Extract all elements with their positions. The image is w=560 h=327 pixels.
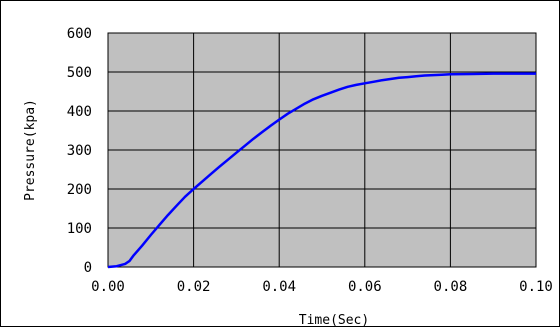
series-group: [107, 72, 536, 269]
x-tick-label: 0.00: [91, 279, 125, 295]
x-tick-labels: 0.00 0.02 0.04 0.06 0.08 0.10: [91, 279, 553, 295]
y-tick-label: 100: [67, 221, 92, 237]
series-line-0: [107, 72, 536, 269]
x-tick-label: 0.08: [434, 279, 468, 295]
y-axis-title: Pressure(kpa): [23, 99, 38, 201]
x-tick-label: 0.10: [519, 279, 553, 295]
x-axis-title: Time(Sec): [299, 313, 369, 327]
x-tick-label: 0.06: [348, 279, 382, 295]
x-tick-label: 0.04: [262, 279, 296, 295]
y-tick-label: 300: [67, 143, 92, 159]
x-tick-label: 0.02: [177, 279, 211, 295]
y-tick-label: 0: [84, 260, 92, 276]
y-tick-label: 500: [67, 65, 92, 81]
grid-lines: [107, 32, 537, 268]
y-tick-label: 600: [67, 26, 92, 42]
y-tick-labels: 0 100 200 300 400 500 600: [67, 26, 92, 276]
y-tick-label: 200: [67, 182, 92, 198]
y-tick-label: 400: [67, 104, 92, 120]
